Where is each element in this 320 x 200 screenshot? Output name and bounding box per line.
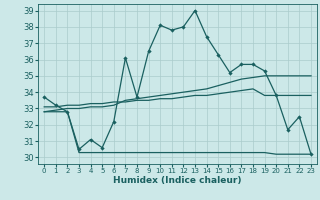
X-axis label: Humidex (Indice chaleur): Humidex (Indice chaleur) [113,176,242,185]
